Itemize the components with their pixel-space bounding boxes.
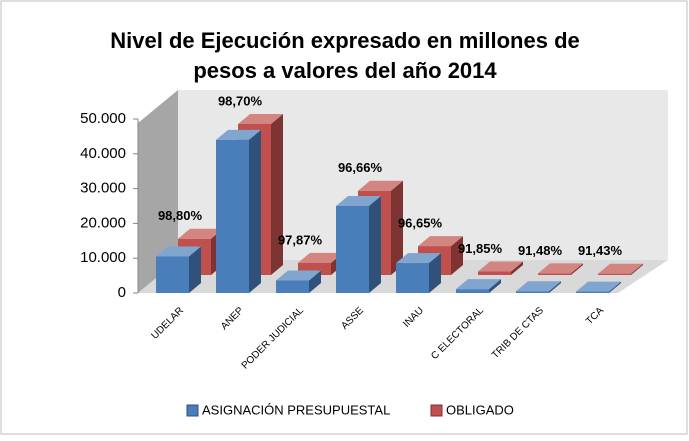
- chart-title: pesos a valores del año 2014: [193, 58, 497, 83]
- data-label: 91,43%: [578, 243, 623, 258]
- bar-top: [178, 228, 223, 239]
- data-label: 96,66%: [338, 160, 383, 175]
- bar: [538, 273, 571, 275]
- data-label: 98,70%: [218, 93, 263, 108]
- bar-side: [549, 281, 561, 293]
- data-label: 98,80%: [158, 208, 203, 223]
- bar-top: [238, 113, 283, 124]
- bar-top: [418, 236, 463, 247]
- bar: [336, 206, 369, 293]
- chart-title: Nivel de Ejecución expresado en millones…: [110, 28, 580, 53]
- bar-side: [511, 261, 523, 275]
- bar-side: [369, 196, 381, 293]
- legend-swatch: [430, 404, 443, 417]
- data-label: 96,65%: [398, 216, 443, 231]
- data-label: 97,87%: [278, 232, 323, 247]
- bar: [276, 280, 309, 293]
- bar-side: [609, 281, 621, 293]
- back-wall: [178, 90, 668, 260]
- y-tick-label: 50.000: [80, 110, 126, 127]
- bar: [516, 291, 549, 293]
- side-wall: [138, 90, 178, 293]
- bar-top: [298, 252, 343, 263]
- bar-top: [336, 196, 381, 206]
- data-label: 91,48%: [518, 243, 563, 258]
- bar-top: [478, 261, 523, 272]
- bar-top: [456, 279, 501, 290]
- bar-side: [571, 263, 583, 275]
- bar-top: [216, 129, 261, 140]
- bar: [598, 273, 631, 275]
- bar-side: [489, 279, 501, 293]
- bar-top: [276, 270, 321, 281]
- bar-top: [396, 253, 441, 264]
- legend-swatch: [186, 404, 199, 417]
- y-tick-label: 30.000: [80, 180, 126, 197]
- bar-side: [631, 263, 643, 275]
- y-tick-label: 0: [118, 284, 126, 301]
- bar-side: [189, 246, 201, 293]
- bar-side: [271, 113, 283, 275]
- bar-side: [451, 236, 463, 275]
- bar: [216, 139, 249, 293]
- legend-label: OBLIGADO: [446, 402, 514, 417]
- data-label: 91,85%: [458, 241, 503, 256]
- bar-top: [598, 263, 643, 274]
- bar: [156, 256, 189, 293]
- bar-side: [249, 129, 261, 293]
- bar-side: [309, 270, 321, 293]
- bar-top: [156, 246, 201, 257]
- y-tick-label: 10.000: [80, 249, 126, 266]
- bar: [576, 291, 609, 293]
- bar-side: [429, 253, 441, 293]
- bar-side: [391, 180, 403, 275]
- bar: [478, 271, 511, 275]
- bar: [456, 289, 489, 293]
- y-tick-label: 20.000: [80, 214, 126, 231]
- bar-top: [538, 263, 583, 274]
- bar-top: [358, 180, 403, 191]
- bar: [396, 263, 429, 293]
- legend-label: ASIGNACIÓN PRESUPUESTAL: [202, 402, 390, 417]
- y-tick-label: 40.000: [80, 145, 126, 162]
- bar-top: [516, 281, 561, 292]
- bar-top: [576, 281, 621, 292]
